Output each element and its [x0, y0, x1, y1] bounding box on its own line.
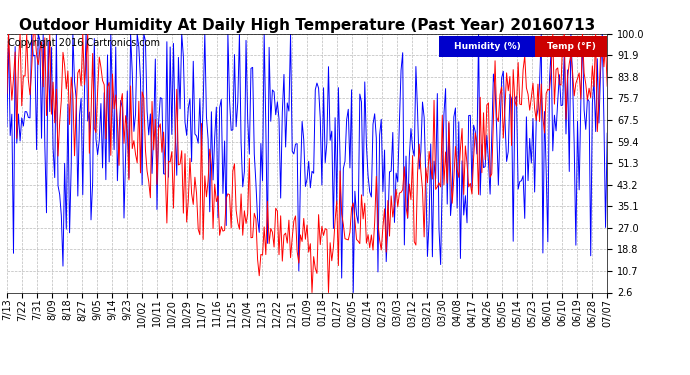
Text: Humidity (%): Humidity (%): [454, 42, 520, 51]
Text: Temp (°F): Temp (°F): [546, 42, 595, 51]
FancyBboxPatch shape: [439, 36, 535, 57]
Text: Copyright 2016 Cartronics.com: Copyright 2016 Cartronics.com: [8, 38, 160, 48]
FancyBboxPatch shape: [535, 36, 607, 57]
Title: Outdoor Humidity At Daily High Temperature (Past Year) 20160713: Outdoor Humidity At Daily High Temperatu…: [19, 18, 595, 33]
